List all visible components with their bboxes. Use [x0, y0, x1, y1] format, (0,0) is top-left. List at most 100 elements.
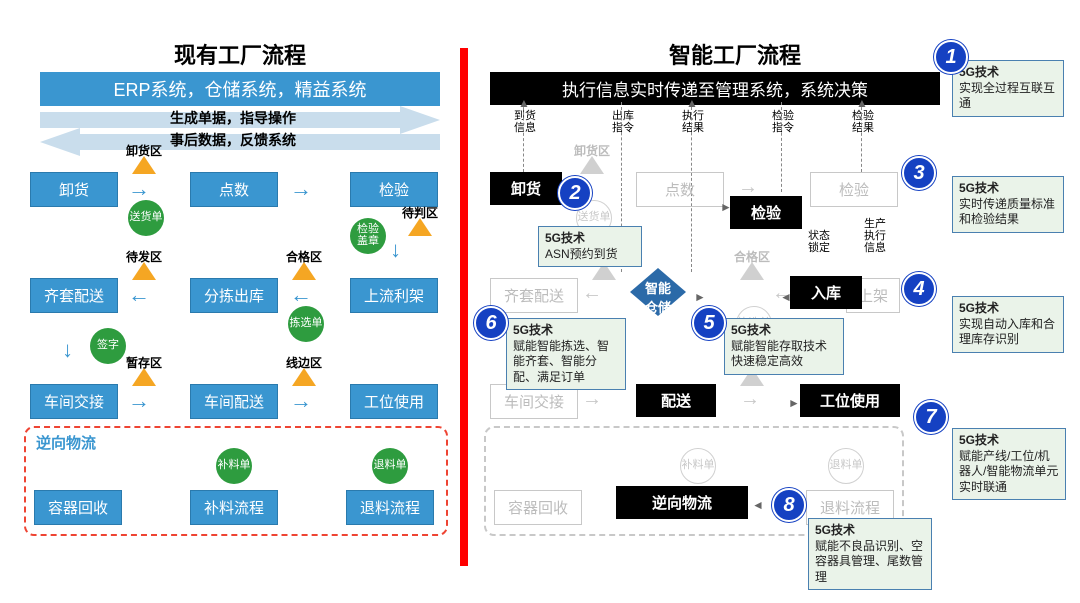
n4h: 5G技术 [959, 301, 999, 315]
arrow: → [290, 388, 312, 414]
arrow: → [582, 388, 602, 411]
ah: ▲ [686, 96, 698, 110]
n6t: 赋能智能拣选、智能齐套、智能分配、满足订单 [513, 339, 609, 384]
gh-green-tl: 退料单 [828, 448, 864, 484]
arrow: → [290, 176, 312, 202]
green-jy-text: 检验 盖章 [357, 224, 379, 247]
toplbl-b: 出库 指令 [610, 110, 636, 134]
side-zt: 状态 锁定 [806, 230, 832, 254]
right-black-bar: 执行信息实时传递至管理系统，系统决策 [490, 72, 940, 105]
badge-5: 5 [692, 306, 726, 340]
left-box-xiehuo: 卸货 [30, 172, 118, 207]
green-jy: 检验 盖章 [350, 218, 386, 254]
left-reverse-title: 逆向物流 [36, 432, 96, 453]
right-title: 智能工厂流程 [540, 38, 930, 70]
toplbl-e-text: 检验 结果 [852, 110, 874, 134]
ah: ◄ [752, 498, 764, 512]
left-box-dianshu: 点数 [190, 172, 278, 207]
ah: ▲ [856, 96, 868, 110]
left-box-gwsy: 工位使用 [350, 384, 438, 419]
n1h: 5G技术 [959, 65, 999, 79]
toplbl-c: 执行 结果 [680, 110, 706, 134]
badge-4: 4 [902, 272, 936, 306]
n2t: ASN预约到货 [545, 247, 618, 261]
ah: ► [694, 290, 706, 304]
smart-diamond-label: 智能 仓储 [630, 278, 686, 316]
n6h: 5G技术 [513, 323, 553, 337]
left-box-shangjia: 上流利架 [350, 278, 438, 313]
r-act-nx: 逆向物流 [616, 486, 748, 519]
n5h: 5G技术 [731, 323, 771, 337]
dash [523, 102, 524, 172]
left-title: 现有工厂流程 [40, 38, 440, 70]
lbl-dp: 待判区 [402, 204, 438, 221]
n3h: 5G技术 [959, 181, 999, 195]
center-divider [460, 48, 468, 566]
toplbl-b-text: 出库 指令 [612, 110, 634, 134]
side-sc: 生产 执行 信息 [862, 218, 888, 254]
left-box-cjps: 车间配送 [190, 384, 278, 419]
green-song: 送货单 [128, 200, 164, 236]
green-bl: 补料单 [216, 448, 252, 484]
r-ghost-jy: 检验 [810, 172, 898, 207]
note-8: 5G技术赋能不良品识别、空容器具管理、尾数管理 [808, 518, 932, 590]
badge-8: 8 [772, 488, 806, 522]
left-arrow-text-2: 事后数据，反馈系统 [170, 130, 296, 150]
lbl-zc: 暂存区 [126, 354, 162, 371]
n8h: 5G技术 [815, 523, 855, 537]
badge-6: 6 [474, 306, 508, 340]
arrow: → [386, 240, 412, 262]
side-zt-text: 状态 锁定 [808, 230, 830, 254]
lbl-df: 待发区 [126, 248, 162, 265]
n7h: 5G技术 [959, 433, 999, 447]
toplbl-a-text: 到货 信息 [514, 110, 536, 134]
arrow: ← [290, 282, 312, 308]
lbl-xhz: 卸货区 [126, 142, 162, 159]
ah: ► [720, 200, 732, 214]
diagram-root: 现有工厂流程 ERP系统，仓储系统，精益系统 生成单据，指导操作 事后数据，反馈… [0, 0, 1080, 603]
toplbl-c-text: 执行 结果 [682, 110, 704, 134]
arrow: → [128, 388, 150, 414]
arrow: → [740, 388, 760, 411]
n8t: 赋能不良品识别、空容器具管理、尾数管理 [815, 539, 923, 584]
toplbl-d: 检验 指令 [770, 110, 796, 134]
side-sc-text: 生产 执行 信息 [864, 218, 886, 254]
n3t: 实时传递质量标准和检验结果 [959, 197, 1055, 227]
dash [781, 102, 782, 192]
note-7: 5G技术赋能产线/工位/机器人/智能物流单元实时联通 [952, 428, 1066, 500]
green-tl: 退料单 [372, 448, 408, 484]
green-jx: 拣选单 [288, 306, 324, 342]
r-rev-gh-a: 容器回收 [494, 490, 582, 525]
left-box-qitao: 齐套配送 [30, 278, 118, 313]
n2h: 5G技术 [545, 231, 585, 245]
note-1: 5G技术实现全过程互联互通 [952, 60, 1064, 117]
r-ghost-ds: 点数 [636, 172, 724, 207]
arrow: → [58, 340, 84, 362]
n7t: 赋能产线/工位/机器人/智能物流单元实时联通 [959, 449, 1058, 494]
badge-1: 1 [934, 40, 968, 74]
note-4: 5G技术实现自动入库和合理库存识别 [952, 296, 1064, 353]
lbl-gh-hg: 合格区 [734, 248, 770, 265]
arrow: ← [128, 282, 150, 308]
toplbl-d-text: 检验 指令 [772, 110, 794, 134]
left-rev-b: 补料流程 [190, 490, 278, 525]
r-act-ps: 配送 [636, 384, 716, 417]
left-rev-c: 退料流程 [346, 490, 434, 525]
badge-7: 7 [914, 400, 948, 434]
r-act-jy: 检验 [730, 196, 802, 229]
dash [861, 102, 862, 172]
r-act-xh: 卸货 [490, 172, 562, 205]
left-rev-a: 容器回收 [34, 490, 122, 525]
green-qz: 签字 [90, 328, 126, 364]
ah: ▲ [518, 96, 530, 110]
lbl-gh-xh: 卸货区 [574, 142, 610, 159]
toplbl-a: 到货 信息 [512, 110, 538, 134]
note-6: 5G技术赋能智能拣选、智能齐套、智能分配、满足订单 [506, 318, 626, 390]
left-box-jianyan: 检验 [350, 172, 438, 207]
ah: ► [788, 396, 800, 410]
gh-green-bl: 补料单 [680, 448, 716, 484]
r-act-rk: 入库 [790, 276, 862, 309]
toplbl-e: 检验 结果 [850, 110, 876, 134]
badge-2: 2 [558, 176, 592, 210]
lbl-hg: 合格区 [286, 248, 322, 265]
